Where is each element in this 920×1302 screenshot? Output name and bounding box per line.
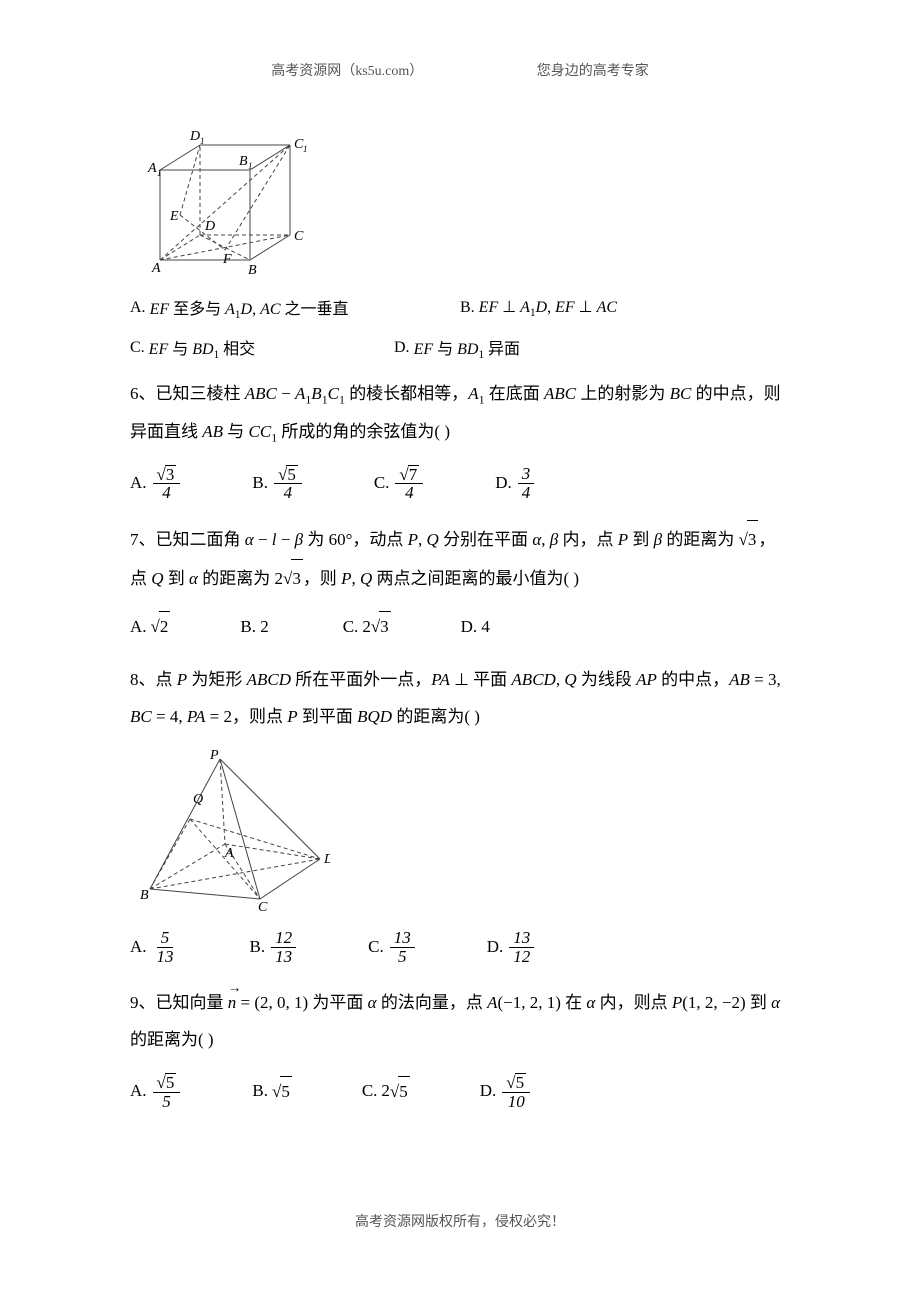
svg-text:B: B [248,263,257,278]
q7-option-c: C. 2√3 [343,611,391,643]
svg-text:1: 1 [200,136,205,146]
q5-option-d: D. EF 与 BD1 异面 [394,335,724,361]
pyramid-svg: P Q A B C D [130,749,330,914]
svg-text:B: B [239,154,248,169]
q8-option-d: D. 1312 [487,929,537,966]
svg-text:1: 1 [157,168,162,178]
q6-option-d: D. 34 [495,465,536,503]
page: 高考资源网（ks5u.com） 您身边的高考专家 ABCDEFA1B1C1D1 … [0,0,920,1271]
q5-option-a: A. EF EF 至多与 至多与 A1D, AC 之一垂直 [130,295,460,321]
q6-option-c: C. √74 [374,465,425,503]
q9-option-d: D. √510 [480,1073,532,1111]
svg-text:D: D [323,852,330,867]
q7-options: A. √2 B. 2 C. 2√3 D. 4 [130,611,790,643]
header-right: 您身边的高考专家 [537,60,649,80]
q8-option-b: B. 1213 [250,929,299,966]
q7-option-b: B. 2 [240,611,272,643]
svg-text:E: E [169,209,179,224]
q8-option-a: A. 513 [130,929,180,966]
q9-option-a: A. √55 [130,1073,182,1111]
cube-svg: ABCDEFA1B1C1D1 [130,110,310,280]
q6-option-a: A. √34 [130,465,182,503]
page-footer: 高考资源网版权所有，侵权必究！ [130,1211,790,1231]
svg-text:C: C [294,229,304,244]
q7-option-d: D. 4 [461,611,494,643]
svg-text:A: A [151,261,161,276]
q8-option-c: C. 135 [368,929,417,966]
header-left: 高考资源网（ks5u.com） [271,60,423,80]
svg-text:Q: Q [193,792,203,807]
svg-text:D: D [204,219,215,234]
q5-option-b: B. EF ⊥ A1D, EF ⊥ AC [460,295,790,321]
q7-option-a: A. √2 [130,611,170,643]
svg-text:D: D [189,129,200,144]
q8-stem: 8、点 P 为矩形 ABCD 所在平面外一点，PA ⊥ 平面 ABCD, Q 为… [130,661,790,736]
svg-text:F: F [222,252,232,267]
q5-option-c: C. EF 与 BD1 相交 [130,335,394,361]
svg-text:A: A [147,161,157,176]
svg-text:C: C [258,900,268,914]
svg-text:1: 1 [248,161,253,171]
svg-text:P: P [209,749,219,763]
q9-option-b: B. √5 [252,1073,291,1111]
svg-text:B: B [140,888,149,903]
q6-stem: 6、已知三棱柱 ABC − A1B1C1 的棱长都相等，A1 在底面 ABC 上… [130,375,790,450]
figure-pyramid: P Q A B C D [130,749,790,919]
q8-options: A. 513 B. 1213 C. 135 D. 1312 [130,929,790,966]
q9-stem: 9、已知向量 n = (2, 0, 1) 为平面 α 的法向量，点 A(−1, … [130,984,790,1059]
q9-options: A. √55 B. √5 C. 2√5 D. √510 [130,1073,790,1111]
page-header: 高考资源网（ks5u.com） 您身边的高考专家 [130,60,790,80]
q6-options: A. √34 B. √54 C. √74 D. 34 [130,465,790,503]
q5-options-row2: C. EF 与 BD1 相交 D. EF 与 BD1 异面 [130,335,790,361]
q5-options-row1: A. EF EF 至多与 至多与 A1D, AC 之一垂直 B. EF ⊥ A1… [130,295,790,335]
q7-stem: 7、已知二面角 α − l − β 为 60°，动点 P, Q 分别在平面 α,… [130,520,790,597]
figure-cube: ABCDEFA1B1C1D1 [130,110,790,285]
q6-option-b: B. √54 [252,465,303,503]
svg-text:A: A [224,846,234,861]
svg-text:1: 1 [303,144,308,154]
q9-option-c: C. 2√5 [362,1073,410,1111]
